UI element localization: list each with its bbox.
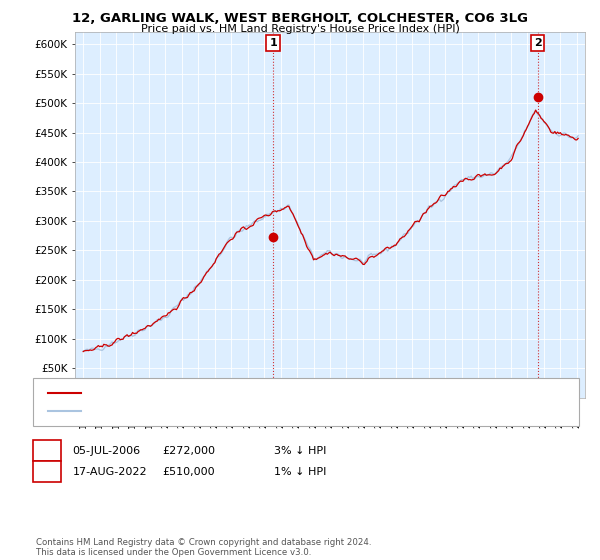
Text: £510,000: £510,000 [163, 466, 215, 477]
Text: Contains HM Land Registry data © Crown copyright and database right 2024.
This d: Contains HM Land Registry data © Crown c… [36, 538, 371, 557]
Text: 2: 2 [534, 38, 542, 48]
Text: 1% ↓ HPI: 1% ↓ HPI [274, 466, 326, 477]
Text: 12, GARLING WALK, WEST BERGHOLT, COLCHESTER, CO6 3LG: 12, GARLING WALK, WEST BERGHOLT, COLCHES… [72, 12, 528, 25]
Text: 05-JUL-2006: 05-JUL-2006 [73, 446, 141, 456]
Text: 1: 1 [269, 38, 277, 48]
Text: 2: 2 [43, 466, 50, 477]
Text: 3% ↓ HPI: 3% ↓ HPI [274, 446, 326, 456]
Text: £272,000: £272,000 [163, 446, 215, 456]
Text: 12, GARLING WALK, WEST BERGHOLT, COLCHESTER, CO6 3LG (detached house): 12, GARLING WALK, WEST BERGHOLT, COLCHES… [90, 388, 482, 398]
Text: 1: 1 [43, 446, 50, 456]
Text: Price paid vs. HM Land Registry's House Price Index (HPI): Price paid vs. HM Land Registry's House … [140, 24, 460, 34]
Text: HPI: Average price, detached house, Colchester: HPI: Average price, detached house, Colc… [90, 406, 323, 416]
Text: 17-AUG-2022: 17-AUG-2022 [73, 466, 147, 477]
